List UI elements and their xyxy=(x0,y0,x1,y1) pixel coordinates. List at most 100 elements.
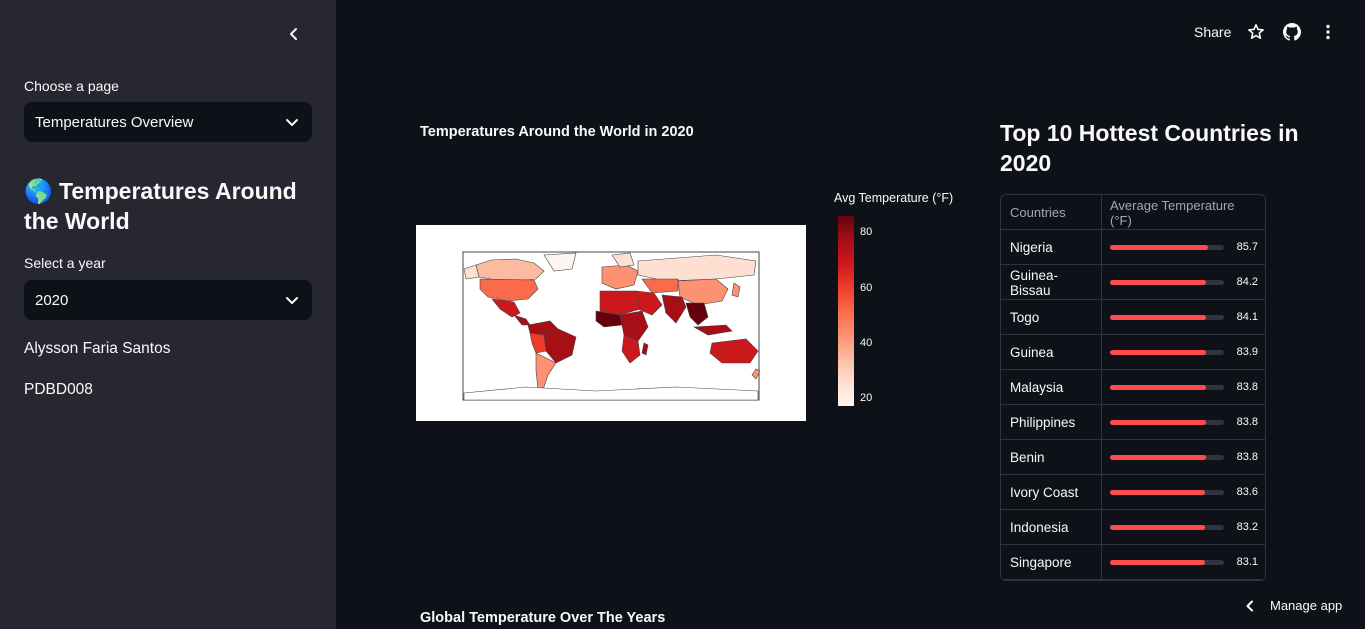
region-alaska xyxy=(463,264,480,280)
progress-bar-track xyxy=(1110,280,1224,285)
collapse-sidebar-button[interactable] xyxy=(282,22,306,46)
author-name: Alysson Faria Santos xyxy=(24,340,171,357)
region-southeast-asia xyxy=(685,302,709,326)
table-row[interactable]: Ivory Coast 83.6 xyxy=(1001,475,1265,510)
temperature-value: 83.1 xyxy=(1236,556,1258,568)
region-scandinavia xyxy=(611,252,635,268)
map-title: Temperatures Around the World in 2020 xyxy=(420,124,694,140)
country-cell: Philippines xyxy=(1001,405,1102,440)
colorbar xyxy=(838,216,854,406)
temperature-cell: 83.6 xyxy=(1102,475,1265,510)
region-australia xyxy=(709,338,759,364)
main-menu-button[interactable] xyxy=(1318,22,1338,42)
temperature-value: 83.6 xyxy=(1236,486,1258,498)
country-cell: Guinea xyxy=(1001,335,1102,370)
region-canada xyxy=(475,258,545,282)
region-new-zealand xyxy=(751,368,761,380)
colorbar-tick-20: 20 xyxy=(860,392,873,404)
table-row[interactable]: Guinea 83.9 xyxy=(1001,335,1265,370)
progress-bar-track xyxy=(1110,350,1224,355)
progress-bar-fill xyxy=(1110,385,1206,390)
temperature-value: 83.8 xyxy=(1236,381,1258,393)
manage-app-button[interactable]: Manage app xyxy=(1244,598,1342,613)
region-russia xyxy=(637,254,757,282)
temperature-value: 83.2 xyxy=(1236,521,1258,533)
table-row[interactable]: Guinea-Bissau 84.2 xyxy=(1001,265,1265,300)
table-row[interactable]: Malaysia 83.8 xyxy=(1001,370,1265,405)
table-row[interactable]: Benin 83.8 xyxy=(1001,440,1265,475)
top10-title: Top 10 Hottest Countries in 2020 xyxy=(1000,120,1299,176)
region-southern-africa xyxy=(621,334,641,364)
table-row[interactable]: Nigeria 85.7 xyxy=(1001,230,1265,265)
year-select-label: Select a year xyxy=(24,255,106,271)
table-row[interactable]: Indonesia 83.2 xyxy=(1001,510,1265,545)
globe-icon: 🌎 xyxy=(24,178,53,204)
region-greenland xyxy=(543,252,577,272)
course-code: PDBD008 xyxy=(24,381,93,398)
choropleth-map xyxy=(462,251,761,401)
chevron-down-icon xyxy=(286,297,298,304)
table-row[interactable]: Singapore 83.1 xyxy=(1001,545,1265,580)
temperature-cell: 84.1 xyxy=(1102,300,1265,335)
progress-bar-track xyxy=(1110,315,1224,320)
colorbar-tick-40: 40 xyxy=(860,337,873,349)
progress-bar-track xyxy=(1110,245,1224,250)
progress-bar-track xyxy=(1110,560,1224,565)
temperature-cell: 83.9 xyxy=(1102,335,1265,370)
year-select[interactable]: 2020 xyxy=(24,280,312,320)
column-header-countries[interactable]: Countries xyxy=(1001,195,1102,230)
region-mexico xyxy=(491,298,521,318)
colorbar-tick-60: 60 xyxy=(860,282,873,294)
country-cell: Togo xyxy=(1001,300,1102,335)
region-usa xyxy=(479,278,539,302)
column-header-avg-temp[interactable]: Average Temperature (°F) xyxy=(1110,197,1235,228)
region-japan xyxy=(731,282,741,298)
sidebar-title-text: Temperatures Around the World xyxy=(24,178,297,234)
temperature-value: 83.9 xyxy=(1236,346,1258,358)
top10-table[interactable]: Countries Average Temperature (°F) Niger… xyxy=(1000,194,1266,581)
world-map[interactable] xyxy=(416,225,806,421)
temperature-value: 83.8 xyxy=(1236,416,1258,428)
temperature-cell: 83.1 xyxy=(1102,545,1265,580)
year-select-value: 2020 xyxy=(35,291,69,309)
sidebar-title: 🌎 Temperatures Around the World xyxy=(24,176,314,236)
progress-bar-fill xyxy=(1110,525,1205,530)
progress-bar-track xyxy=(1110,490,1224,495)
temperature-value: 85.7 xyxy=(1236,241,1258,253)
region-europe xyxy=(601,264,639,290)
page-select[interactable]: Temperatures Overview xyxy=(24,102,312,142)
country-cell: Nigeria xyxy=(1001,230,1102,265)
region-antarctica xyxy=(463,386,759,401)
manage-app-label: Manage app xyxy=(1270,598,1343,613)
temperature-cell: 83.8 xyxy=(1102,370,1265,405)
share-button[interactable]: Share xyxy=(1194,24,1232,40)
temperature-cell: 83.8 xyxy=(1102,440,1265,475)
progress-bar-fill xyxy=(1110,560,1205,565)
country-cell: Malaysia xyxy=(1001,370,1102,405)
country-cell: Benin xyxy=(1001,440,1102,475)
region-north-africa xyxy=(599,290,641,316)
table-row[interactable]: Togo 84.1 xyxy=(1001,300,1265,335)
temperature-cell: 83.8 xyxy=(1102,405,1265,440)
region-central-asia xyxy=(641,278,679,294)
temperature-cell: 85.7 xyxy=(1102,230,1265,265)
github-button[interactable] xyxy=(1282,22,1302,42)
star-icon xyxy=(1248,24,1264,39)
temperature-cell: 84.2 xyxy=(1102,265,1265,300)
country-cell: Ivory Coast xyxy=(1001,475,1102,510)
region-peru-bolivia xyxy=(529,332,547,354)
progress-bar-track xyxy=(1110,385,1224,390)
region-india xyxy=(661,294,687,324)
temperature-value: 83.8 xyxy=(1236,451,1258,463)
table-row[interactable]: Philippines 83.8 xyxy=(1001,405,1265,440)
progress-bar-fill xyxy=(1110,455,1206,460)
github-icon xyxy=(1283,23,1301,41)
temperature-value: 84.2 xyxy=(1236,276,1258,288)
progress-bar-fill xyxy=(1110,490,1206,495)
colorbar-tick-80: 80 xyxy=(860,226,873,238)
star-button[interactable] xyxy=(1246,22,1266,42)
table-header-row: Countries Average Temperature (°F) xyxy=(1001,195,1265,230)
region-west-africa xyxy=(595,310,623,328)
colorbar-title: Avg Temperature (°F) xyxy=(834,191,954,205)
progress-bar-fill xyxy=(1110,350,1206,355)
